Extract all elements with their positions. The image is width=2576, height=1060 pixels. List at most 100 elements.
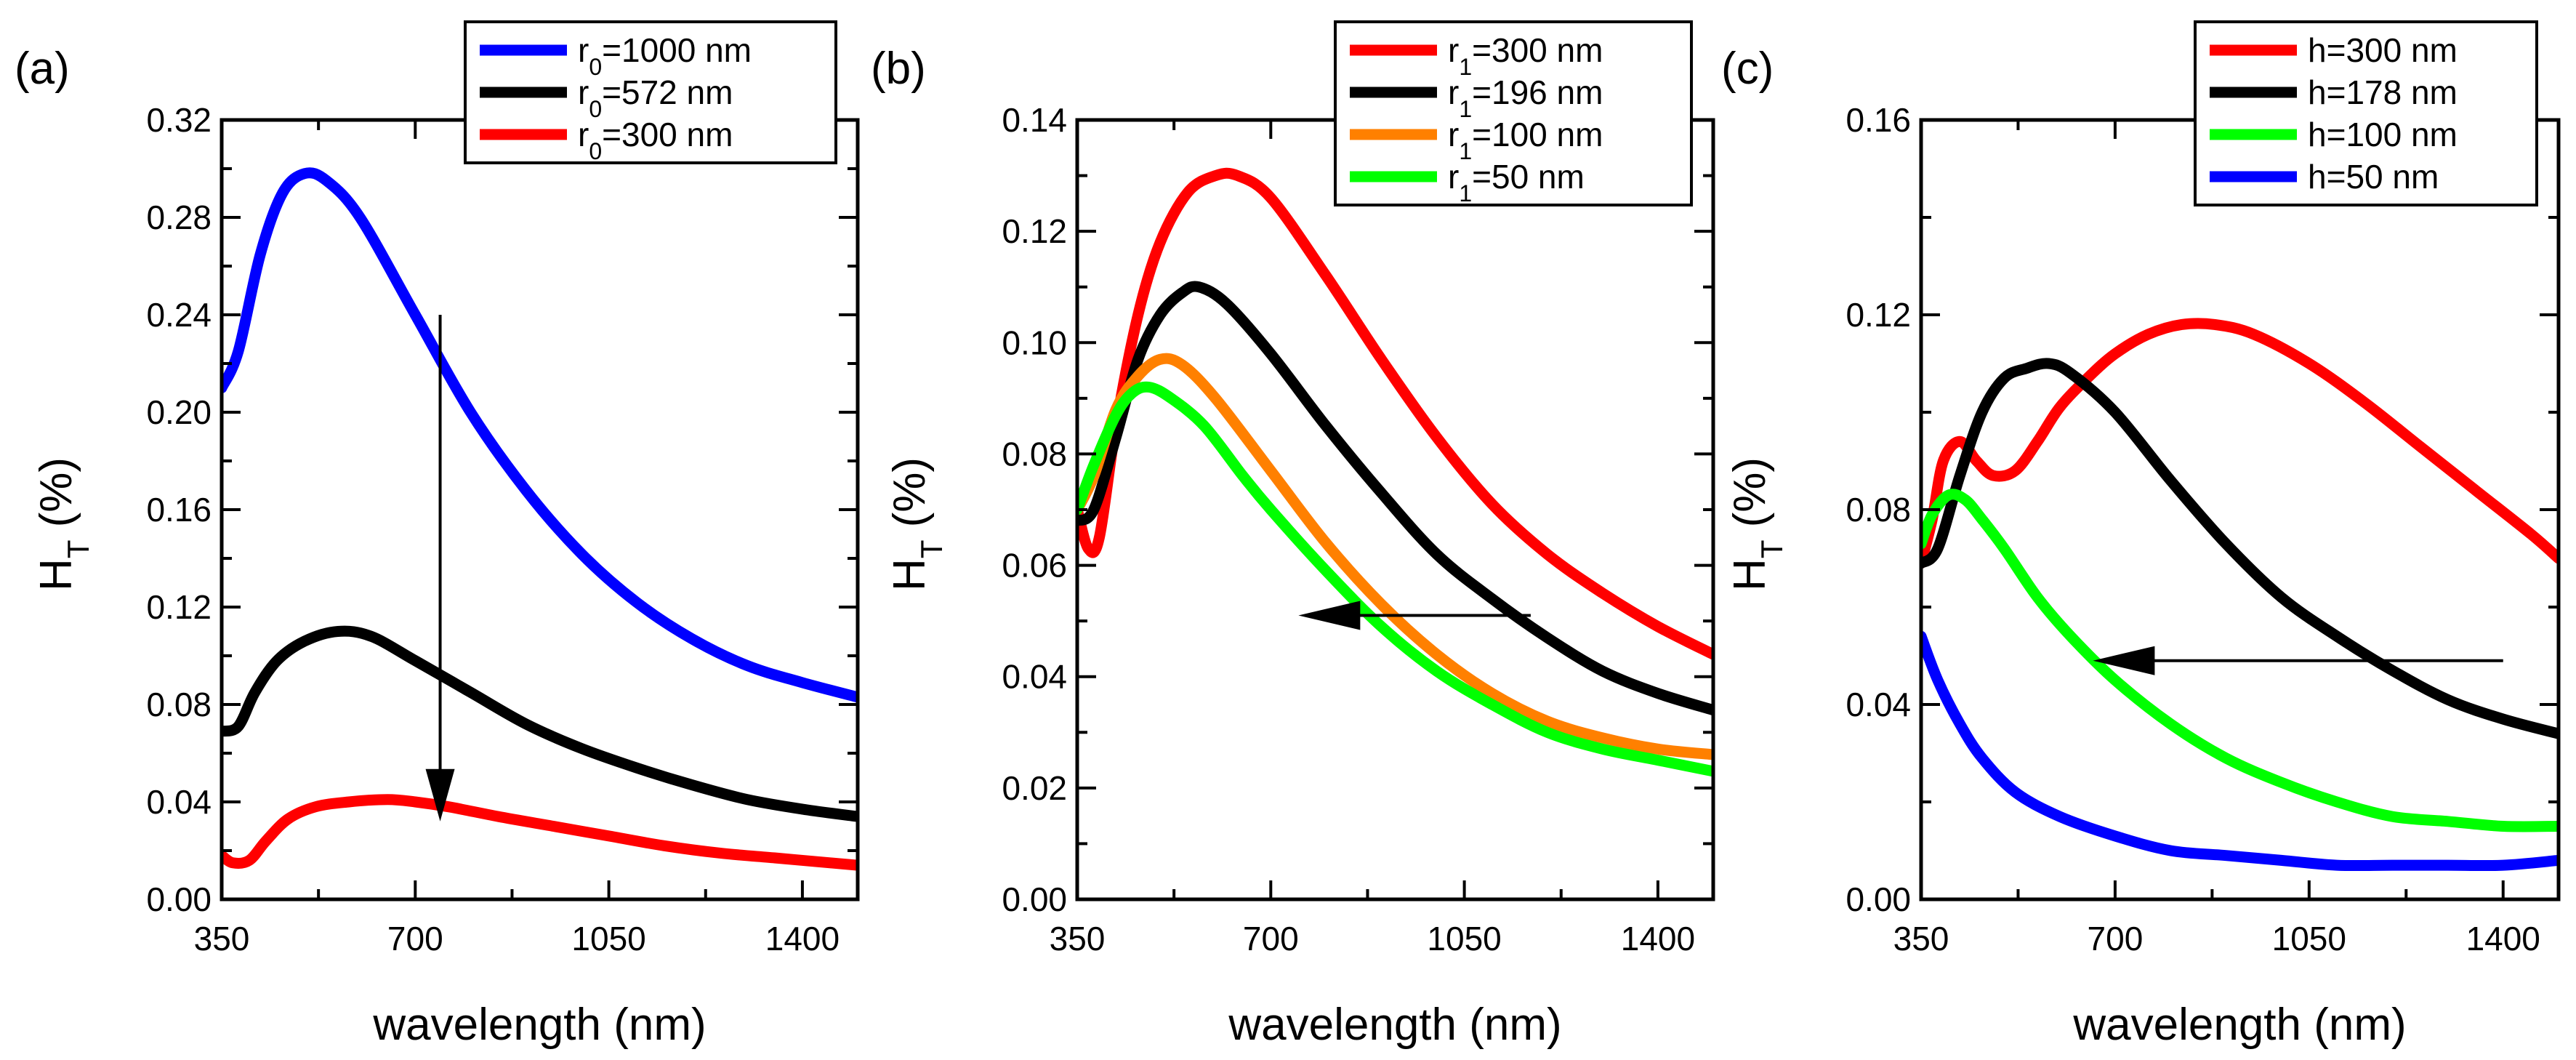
y-axis-title-main: H (1725, 558, 1775, 591)
panel-label: (c) (1721, 44, 1774, 94)
legend-label-main: r (1448, 31, 1459, 69)
legend-label-1: h=178 nm (2308, 73, 2458, 111)
y-axis-title-unit: (%) (885, 457, 935, 540)
legend-label-main: h=100 nm (2308, 116, 2458, 153)
legend: h=300 nm h=178 nm h=100 nm h=50 nm (2194, 20, 2538, 206)
y-tick-label: 0.16 (1846, 101, 1911, 139)
x-axis-title: wavelength (nm) (1228, 1000, 1561, 1050)
legend-label-rest: =300 nm (602, 116, 733, 153)
legend-label-main: r (578, 116, 589, 153)
legend-label-sub: 1 (1459, 138, 1472, 164)
y-axis-title-unit: (%) (1725, 457, 1775, 540)
series-line-3 (1921, 630, 2559, 872)
legend-label-3: h=50 nm (2308, 158, 2439, 196)
legend-label-2: h=100 nm (2308, 116, 2458, 153)
y-axis-title-sub: T (914, 540, 949, 559)
y-axis-title-unit: (%) (31, 457, 81, 540)
x-tick-label: 1050 (571, 920, 645, 957)
y-tick-label: 0.04 (1846, 686, 1911, 723)
series-line-1 (1921, 358, 2559, 739)
y-tick-label: 0.10 (1002, 324, 1067, 361)
legend-label-sub: 1 (1459, 96, 1472, 122)
series-line-3 (1077, 381, 1713, 777)
y-tick-label: 0.04 (1002, 658, 1067, 696)
plot-frame (1919, 118, 2561, 902)
legend-label-rest: =572 nm (602, 73, 733, 111)
legend-label-rest: =300 nm (1472, 31, 1603, 69)
y-axis-title-sub: T (1755, 540, 1789, 559)
x-tick-label: 1050 (2272, 920, 2346, 957)
panel-label: (b) (871, 44, 926, 94)
x-tick-label: 700 (2088, 920, 2144, 957)
annotation-arrow (425, 315, 455, 822)
y-tick-label: 0.08 (146, 686, 212, 723)
y-tick-label: 0.24 (146, 296, 212, 334)
panel-b: 350 700 1050 1400 0.00 0.02 0.04 0.06 0.08 0.10 0.… (871, 20, 1715, 1050)
y-tick-label: 0.14 (1002, 101, 1067, 139)
legend-label-main: h=178 nm (2308, 73, 2458, 111)
y-tick-label: 0.06 (1002, 547, 1067, 585)
x-tick-label: 1400 (765, 920, 840, 957)
series-line-2 (1077, 353, 1713, 760)
series-line-1 (1077, 281, 1713, 716)
y-tick-label: 0.00 (146, 880, 212, 918)
legend-label-rest: =196 nm (1472, 73, 1603, 111)
y-tick-label: 0.00 (1846, 880, 1911, 918)
legend-label-1: r0=572 nm (578, 73, 733, 122)
legend-label-sub: 0 (589, 54, 602, 80)
y-axis-title: HT (%) (1725, 457, 1789, 591)
annotation-arrow (2093, 646, 2503, 675)
x-tick-label: 700 (387, 920, 443, 957)
series-line-1 (222, 625, 858, 822)
annotation-arrow (1298, 601, 1531, 630)
x-tick-label: 1050 (1427, 920, 1501, 957)
legend-label-main: r (578, 73, 589, 111)
series-line-0 (222, 167, 858, 703)
x-axis-title: wavelength (nm) (372, 1000, 706, 1050)
y-axis-title-sub: T (61, 540, 95, 559)
x-tick-label: 350 (1893, 920, 1949, 957)
legend-label-3: r1=50 nm (1448, 158, 1585, 206)
legend-label-sub: 1 (1459, 180, 1472, 206)
x-tick-label: 700 (1243, 920, 1299, 957)
x-tick-label: 350 (1050, 920, 1106, 957)
arrow-head (425, 768, 455, 822)
legend-label-2: r0=300 nm (578, 116, 733, 164)
legend-label-0: r1=300 nm (1448, 31, 1603, 80)
legend-label-main: r (578, 31, 589, 69)
y-tick-label: 0.28 (146, 198, 212, 236)
y-tick-label: 0.02 (1002, 769, 1067, 807)
series-line-0 (1077, 167, 1713, 660)
legend-label-sub: 1 (1459, 54, 1472, 80)
legend-label-1: r1=196 nm (1448, 73, 1603, 122)
y-tick-label: 0.32 (146, 101, 212, 139)
y-axis-title-main: H (885, 558, 935, 591)
legend-label-main: r (1448, 73, 1459, 111)
y-tick-label: 0.20 (146, 393, 212, 431)
series-line-2 (1921, 489, 2559, 832)
legend-label-main: r (1448, 158, 1459, 196)
series-group (1921, 318, 2559, 872)
y-tick-label: 0.08 (1002, 435, 1067, 473)
y-tick-label: 0.00 (1002, 880, 1067, 918)
y-axis-title: HT (%) (31, 457, 95, 591)
legend-label-main: r (1448, 116, 1459, 153)
legend-label-0: h=300 nm (2308, 31, 2458, 69)
x-tick-label: 1400 (1621, 920, 1695, 957)
y-axis-title-main: H (31, 558, 81, 591)
legend-label-rest: =100 nm (1472, 116, 1603, 153)
x-tick-label: 1400 (2466, 920, 2540, 957)
y-tick-label: 0.12 (1002, 212, 1067, 250)
series-line-0 (1921, 318, 2559, 569)
legend-label-rest: =50 nm (1472, 158, 1585, 196)
legend-label-0: r0=1000 nm (578, 31, 752, 80)
legend-label-main: h=50 nm (2308, 158, 2439, 196)
series-group (1077, 167, 1713, 777)
panel-a: 350 700 1050 1400 0.00 0.04 0.08 0.12 0.16 0.20 0.… (15, 20, 860, 1050)
legend-label-sub: 0 (589, 138, 602, 164)
arrow-head (1298, 601, 1361, 630)
legend-label-main: h=300 nm (2308, 31, 2458, 69)
